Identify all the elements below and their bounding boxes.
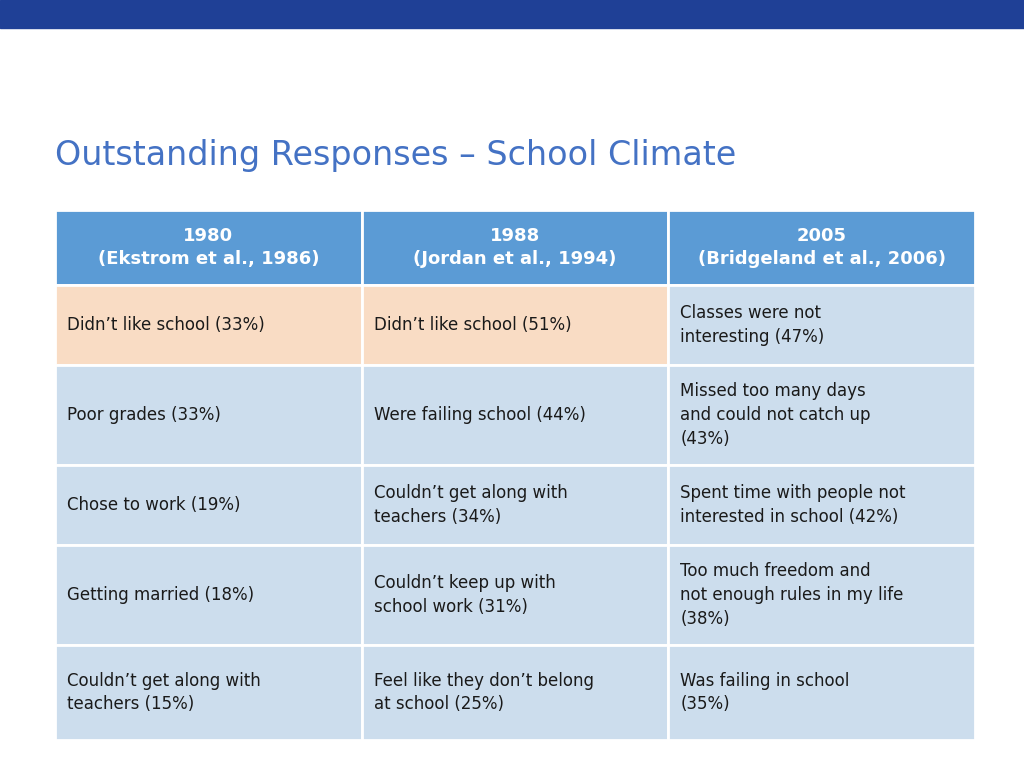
Bar [55,210,361,285]
Text: Feel like they don’t belong
at school (25%): Feel like they don’t belong at school (2… [374,672,594,713]
Text: Missed too many days
and could not catch up
(43%): Missed too many days and could not catch… [680,382,870,448]
Text: 2005
(Bridgeland et al., 2006): 2005 (Bridgeland et al., 2006) [697,227,946,268]
Text: Outstanding Responses – School Climate: Outstanding Responses – School Climate [55,138,736,171]
Text: Poor grades (33%): Poor grades (33%) [67,406,221,424]
Text: Too much freedom and
not enough rules in my life
(38%): Too much freedom and not enough rules in… [680,562,904,627]
Text: Spent time with people not
interested in school (42%): Spent time with people not interested in… [680,484,906,526]
Text: Were failing school (44%): Were failing school (44%) [374,406,586,424]
Bar [669,365,975,465]
Bar [669,645,975,740]
Bar [669,285,975,365]
Bar [55,285,361,365]
Text: Was failing in school
(35%): Was failing in school (35%) [680,672,850,713]
Text: 1980
(Ekstrom et al., 1986): 1980 (Ekstrom et al., 1986) [97,227,319,268]
Text: Chose to work (19%): Chose to work (19%) [67,496,241,514]
Bar [361,645,669,740]
Bar [361,365,669,465]
Bar [669,210,975,285]
Text: Couldn’t get along with
teachers (15%): Couldn’t get along with teachers (15%) [67,672,261,713]
Bar [55,365,361,465]
Text: 1988
(Jordan et al., 1994): 1988 (Jordan et al., 1994) [414,227,616,268]
Text: Getting married (18%): Getting married (18%) [67,586,254,604]
Bar [669,465,975,545]
Bar [361,285,669,365]
Bar [55,545,361,645]
Bar [361,210,669,285]
Text: Didn’t like school (33%): Didn’t like school (33%) [67,316,265,334]
Text: Classes were not
interesting (47%): Classes were not interesting (47%) [680,304,824,346]
Bar [361,545,669,645]
Bar [55,645,361,740]
Bar [0,0,1024,28]
Text: Didn’t like school (51%): Didn’t like school (51%) [374,316,571,334]
Text: Couldn’t get along with
teachers (34%): Couldn’t get along with teachers (34%) [374,484,567,526]
Bar [55,465,361,545]
Text: Couldn’t keep up with
school work (31%): Couldn’t keep up with school work (31%) [374,574,555,616]
Bar [669,545,975,645]
Bar [361,465,669,545]
